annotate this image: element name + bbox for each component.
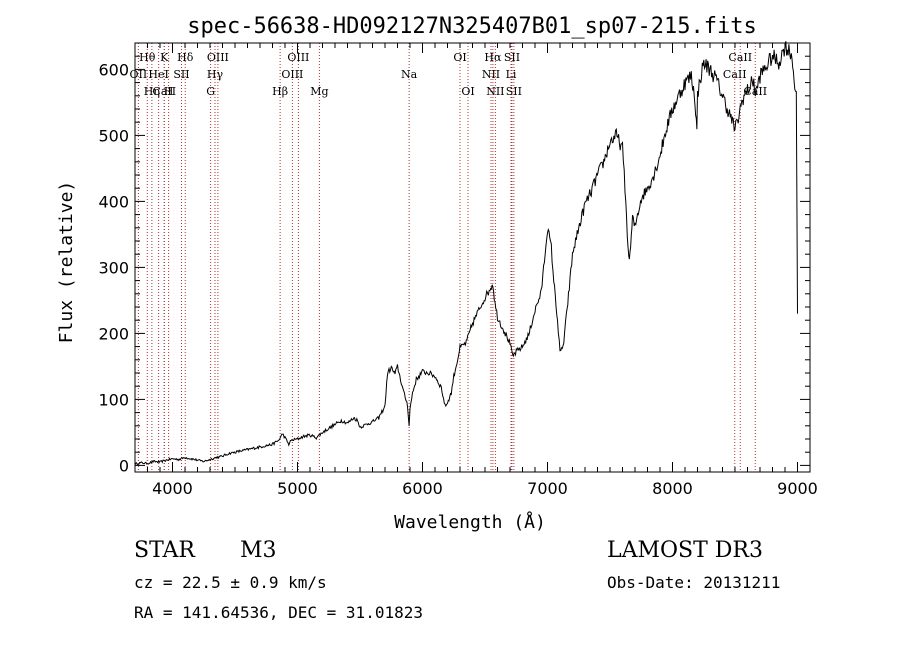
axis-ticks: 4000 5000 6000 7000 8000 9000 0 100 200 300 400 500… bbox=[98, 42, 818, 498]
line-label: NII bbox=[486, 85, 504, 98]
line-label: OIII bbox=[287, 51, 309, 64]
x-tick-label: 5000 bbox=[277, 479, 318, 498]
line-label: HeI bbox=[148, 68, 168, 81]
y-tick-label: 300 bbox=[98, 258, 129, 277]
y-tick-label: 200 bbox=[98, 324, 129, 343]
y-tick-label: 400 bbox=[98, 192, 129, 211]
ra-dec-text: RA = 141.64536, DEC = 31.01823 bbox=[134, 603, 423, 622]
x-tick-label: 8000 bbox=[652, 479, 693, 498]
line-label: Hθ bbox=[139, 51, 156, 64]
line-label: Hη bbox=[144, 85, 160, 98]
line-label: Na bbox=[401, 68, 418, 81]
object-class: STAR bbox=[134, 538, 195, 563]
line-label: OIII bbox=[281, 68, 303, 81]
x-tick-label: 6000 bbox=[402, 479, 443, 498]
y-axis-label: Flux (relative) bbox=[56, 181, 77, 344]
line-label: OI bbox=[453, 51, 466, 64]
object-subclass: M3 bbox=[240, 538, 277, 563]
x-tick-label: 7000 bbox=[527, 479, 568, 498]
x-tick-label: 9000 bbox=[777, 479, 818, 498]
line-label: OII bbox=[130, 68, 148, 81]
line-label: SII bbox=[504, 51, 520, 64]
line-label: CaII bbox=[723, 68, 747, 81]
plot-frame bbox=[134, 42, 811, 473]
line-label: SII bbox=[506, 85, 522, 98]
line-label: Hγ bbox=[207, 68, 224, 81]
line-label: NII bbox=[482, 68, 500, 81]
line-markers bbox=[137, 43, 756, 472]
survey-name: LAMOST DR3 bbox=[607, 538, 763, 563]
redshift-text: cz = 22.5 ± 0.9 km/s bbox=[134, 573, 327, 592]
line-label: G bbox=[206, 85, 215, 98]
chart-title: spec-56638-HD092127N325407B01_sp07-215.f… bbox=[187, 14, 757, 39]
line-label: Li bbox=[506, 68, 517, 81]
line-label: SII bbox=[173, 68, 189, 81]
line-label: CaII bbox=[743, 85, 767, 98]
line-label: Hβ bbox=[272, 85, 288, 98]
spectrum-line bbox=[134, 41, 798, 466]
x-tick-label: 4000 bbox=[152, 479, 193, 498]
line-label: OIII bbox=[207, 51, 229, 64]
line-label: Hα bbox=[484, 51, 502, 64]
y-tick-label: 0 bbox=[119, 456, 129, 475]
y-tick-label: 100 bbox=[98, 390, 129, 409]
line-label: Hδ bbox=[177, 51, 194, 64]
x-axis-label: Wavelength (Å) bbox=[394, 511, 546, 533]
line-label: CaII bbox=[728, 51, 752, 64]
line-label: CaII bbox=[152, 85, 176, 98]
line-label: H bbox=[164, 85, 174, 98]
observation-date: Obs-Date: 20131211 bbox=[607, 573, 781, 592]
line-label: Mg bbox=[310, 85, 328, 98]
y-tick-label: 600 bbox=[98, 60, 129, 79]
y-tick-label: 500 bbox=[98, 126, 129, 145]
line-label: OI bbox=[461, 85, 474, 98]
line-label: K bbox=[160, 51, 169, 64]
